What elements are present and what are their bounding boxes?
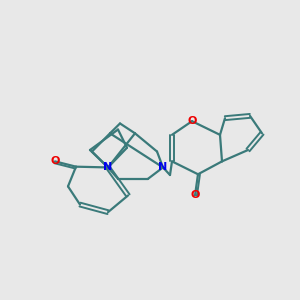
Text: O: O <box>190 190 200 200</box>
Text: N: N <box>103 162 112 172</box>
Text: O: O <box>50 156 60 167</box>
Text: O: O <box>187 116 197 126</box>
Text: N: N <box>158 162 168 172</box>
